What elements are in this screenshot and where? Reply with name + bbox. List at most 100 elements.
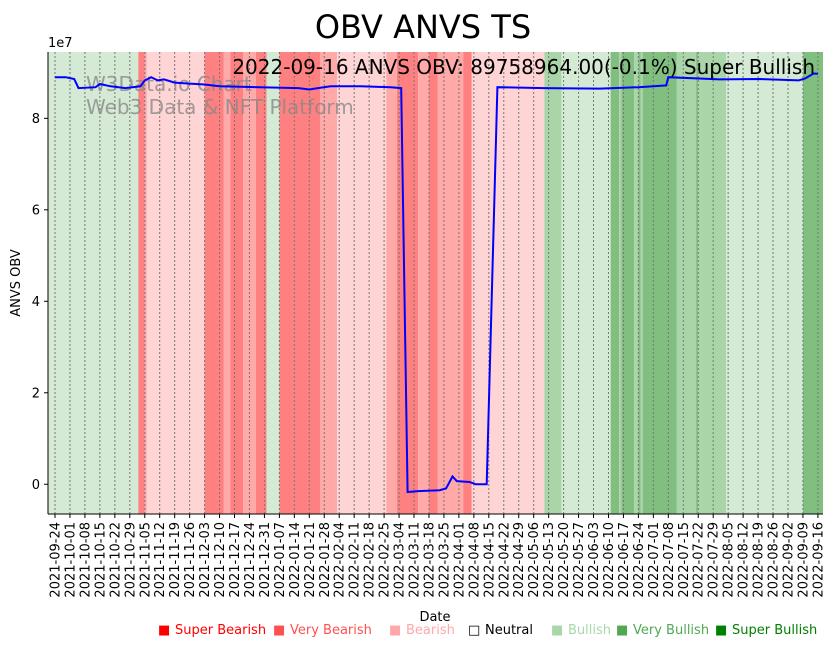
x-tick-label: 2021-12-03: [198, 522, 213, 598]
x-tick-label: 2021-10-08: [78, 522, 93, 598]
band-bullish: [561, 52, 611, 514]
watermark-line-2: Web3 Data & NFT Platform: [86, 95, 354, 119]
legend-label: Bullish: [568, 623, 611, 638]
x-tick-label: 2022-06-24: [632, 522, 647, 598]
legend-item-very-bullish: ■ Very Bullish: [616, 623, 709, 638]
legend-swatch-icon: ■: [158, 623, 170, 638]
y-tick-label: 6: [32, 203, 40, 218]
band-bearish: [471, 52, 545, 514]
band-super-bearish: [230, 52, 244, 514]
x-tick-label: 2022-07-08: [662, 522, 677, 598]
x-tick-label: 2022-01-21: [303, 522, 318, 598]
y-tick-label: 0: [32, 478, 40, 493]
legend-label: Very Bearish: [290, 623, 372, 638]
x-tick-label: 2022-09-16: [811, 522, 826, 598]
band-very-bullish: [619, 52, 622, 514]
watermark-line-1: W3Data.io Chart: [86, 72, 252, 96]
latest-value-annotation: 2022-09-16 ANVS OBV: 89758964.00(-0.1%) …: [232, 55, 815, 79]
legend-swatch-icon: ■: [389, 623, 401, 638]
sentiment-bands: [48, 52, 823, 514]
x-tick-label: 2022-04-29: [512, 522, 527, 598]
y-axis-label: ANVS OBV: [9, 249, 24, 317]
x-tick-label: 2022-05-20: [557, 522, 572, 598]
x-tick-label: 2022-05-27: [572, 522, 587, 598]
band-super-bearish: [463, 52, 472, 514]
x-tick-label: 2022-03-11: [408, 522, 423, 598]
x-tick-label: 2022-04-01: [452, 522, 467, 598]
band-super-bearish: [138, 52, 145, 514]
x-tick-label: 2022-02-04: [333, 522, 348, 598]
x-tick-label: 2022-09-09: [796, 522, 811, 598]
band-super-bullish: [638, 52, 641, 514]
x-tick-label: 2022-03-18: [422, 522, 437, 598]
band-super-bearish: [279, 52, 320, 514]
x-tick-label: 2021-11-26: [183, 522, 198, 598]
legend-label: Neutral: [485, 623, 533, 638]
x-tick-label: 2022-01-28: [318, 522, 333, 598]
legend-label: Super Bearish: [175, 623, 266, 638]
legend-item-neutral: □ Neutral: [468, 623, 533, 638]
x-tick-label: 2022-02-25: [378, 522, 393, 598]
x-tick-label: 2022-02-18: [363, 522, 378, 598]
x-tick-label: 2021-11-19: [168, 522, 183, 598]
band-very-bearish: [243, 52, 256, 514]
x-tick-label: 2021-12-10: [213, 522, 228, 598]
band-super-bearish: [204, 52, 224, 514]
x-gridlines: [54, 52, 819, 514]
legend-label: Bearish: [406, 623, 455, 638]
band-very-bearish: [319, 52, 338, 514]
x-tick-label: 2021-12-17: [228, 522, 243, 598]
band-bullish: [266, 52, 280, 514]
x-tick-label: 2022-07-15: [677, 522, 692, 598]
legend-label: Very Bullish: [633, 623, 709, 638]
x-tick-label: 2022-08-19: [752, 522, 767, 598]
band-super-bullish: [610, 52, 620, 514]
x-tick-label: 2021-10-29: [123, 522, 138, 598]
x-tick-label: 2022-06-17: [617, 522, 632, 598]
legend-label: Super Bullish: [732, 623, 817, 638]
x-tick-label: 2021-10-22: [108, 522, 123, 598]
legend-swatch-icon: ■: [273, 623, 285, 638]
x-tick-label: 2021-12-24: [243, 522, 258, 598]
x-tick-label: 2022-06-03: [587, 522, 602, 598]
band-very-bearish: [386, 52, 397, 514]
x-tick-label: 2022-03-25: [437, 522, 452, 598]
y-ticks: 0 2 4 6 8: [32, 112, 48, 493]
band-super-bearish: [428, 52, 438, 514]
x-tick-label: 2021-12-31: [258, 522, 273, 598]
x-tick-label: 2021-11-12: [153, 522, 168, 598]
y-tick-label: 8: [32, 112, 40, 127]
band-super-bullish: [621, 52, 635, 514]
band-very-bullish: [698, 52, 727, 514]
x-tick-label: 2022-08-12: [737, 522, 752, 598]
x-tick-label: 2022-05-06: [527, 522, 542, 598]
x-tick-label: 2022-04-15: [482, 522, 497, 598]
x-tick-label: 2022-09-02: [781, 522, 796, 598]
legend-swatch-icon: ■: [616, 623, 628, 638]
x-tick-label: 2022-01-14: [288, 522, 303, 598]
band-bullish: [48, 52, 139, 514]
y-tick-label: 4: [32, 295, 40, 310]
x-tick-label: 2022-06-10: [602, 522, 617, 598]
legend-swatch-icon: ■: [715, 623, 727, 638]
chart-title: OBV ANVS TS: [315, 8, 531, 46]
x-tick-label: 2022-08-26: [767, 522, 782, 598]
x-ticks: 2021-09-24 2021-10-01 2021-10-08 2021-10-15…: [49, 514, 826, 598]
y-tick-label: 2: [32, 386, 40, 401]
band-super-bullish: [696, 52, 699, 514]
x-tick-label: 2022-08-05: [722, 522, 737, 598]
x-tick-label: 2022-01-07: [273, 522, 288, 598]
band-very-bearish: [144, 52, 147, 514]
band-super-bullish: [802, 52, 823, 514]
x-tick-label: 2022-04-08: [467, 522, 482, 598]
legend-swatch-icon: □: [468, 623, 480, 638]
legend-item-super-bearish: ■ Super Bearish: [158, 623, 266, 638]
x-tick-label: 2022-03-04: [393, 522, 408, 598]
band-very-bullish: [640, 52, 643, 514]
legend-item-very-bearish: ■ Very Bearish: [273, 623, 372, 638]
band-very-bullish: [676, 52, 697, 514]
x-tick-label: 2021-09-24: [49, 522, 64, 598]
x-tick-label: 2022-02-11: [348, 522, 363, 598]
band-very-bearish: [223, 52, 231, 514]
